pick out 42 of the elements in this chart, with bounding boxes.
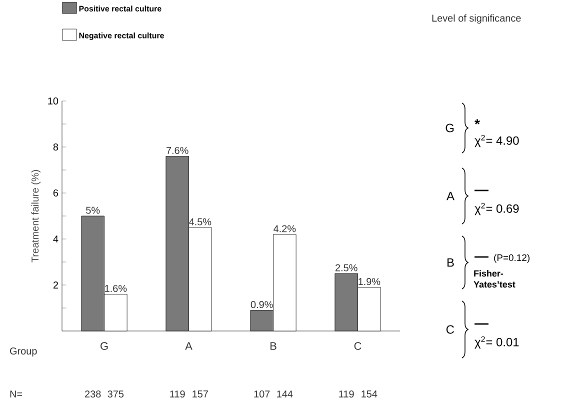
text: * [474, 119, 480, 124]
x-tick-label: C [354, 342, 362, 350]
text: 119 [339, 390, 354, 398]
text: 119 [170, 390, 185, 398]
y-tick-label: 10 [48, 97, 58, 105]
data-label: 2.5% [335, 264, 358, 272]
text: χ$^{2}$= 4.90 [474, 134, 519, 148]
text: 157 [192, 390, 208, 398]
data-label: 1.6% [105, 284, 127, 292]
text: A [446, 192, 454, 200]
text: — [474, 190, 488, 192]
text: χ$^{2}$= 0.01 [474, 336, 519, 349]
data-label: 4.2% [274, 225, 296, 232]
data-label: 5% [86, 206, 100, 214]
text: Group [10, 347, 37, 357]
text: B [447, 258, 454, 267]
y-tick-label: 2 [53, 282, 58, 288]
text: 375 [108, 390, 124, 398]
data-label: 7.6% [166, 146, 188, 154]
data-label: 0.9% [250, 301, 273, 308]
text: 107 [254, 390, 270, 398]
text: 144 [277, 390, 293, 398]
text: (P=0.12) [494, 254, 530, 263]
text: Level of significance [432, 14, 521, 24]
y-axis-title: Treatment failure (%) [31, 170, 41, 262]
data-label: 4.5% [189, 218, 212, 226]
x-tick-label: G [100, 342, 108, 350]
y-tick-label: 4 [53, 236, 58, 242]
text: χ$^{2}$= 0.69 [474, 202, 519, 216]
x-tick-label: B [270, 342, 276, 350]
text: Fisher-Yates’test [474, 270, 516, 288]
text: G [446, 124, 454, 132]
text: 238 [85, 390, 101, 398]
data-label: 1.9% [358, 278, 380, 286]
y-tick-label: 8 [53, 143, 58, 151]
text: — [474, 256, 488, 258]
text: N= [10, 390, 22, 398]
text: — [474, 323, 488, 325]
y-tick-label: 6 [53, 189, 58, 197]
text: C [446, 325, 454, 334]
x-tick-label: A [185, 342, 192, 350]
text: 154 [362, 390, 378, 398]
